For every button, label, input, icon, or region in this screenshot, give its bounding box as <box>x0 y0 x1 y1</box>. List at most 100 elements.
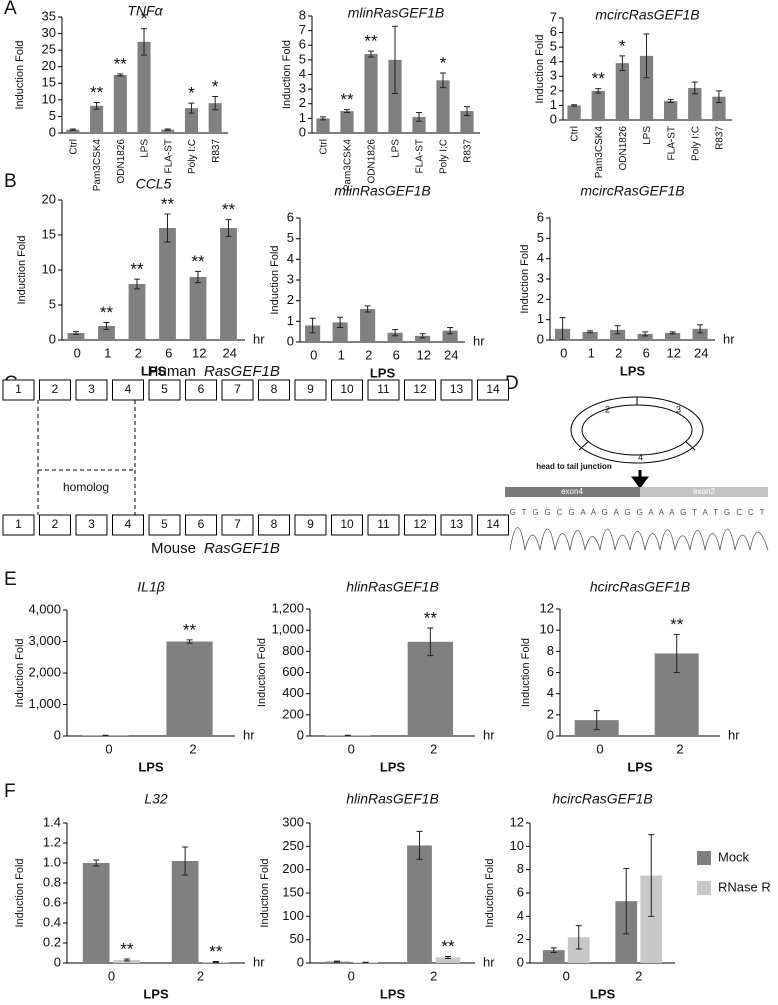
y-tick-label: 6 <box>537 209 544 224</box>
bar <box>332 322 348 342</box>
y-tick-label: 0 <box>537 331 544 346</box>
bar <box>610 329 626 340</box>
x-unit: hr <box>473 333 485 348</box>
error-bar <box>337 316 344 329</box>
bar <box>665 332 681 340</box>
error-bar <box>103 322 110 330</box>
error-bar <box>392 25 399 95</box>
exon-box <box>258 514 290 536</box>
significance: ** <box>222 200 236 219</box>
error-bar <box>643 33 650 79</box>
y-axis-label: Induction Fold <box>256 638 268 707</box>
significance: ** <box>191 252 205 271</box>
bar <box>364 54 378 133</box>
bar <box>220 228 237 340</box>
x-tick-label: R837 <box>463 139 474 163</box>
x-tick-label: 2 <box>430 741 437 756</box>
y-tick-label: 5 <box>49 296 56 311</box>
exon-number: 11 <box>377 382 390 396</box>
bar <box>166 641 213 736</box>
homolog-label: homolog <box>63 480 109 494</box>
exon-box <box>112 514 144 536</box>
species-label: Mouse <box>151 540 196 557</box>
y-tick-label: 8 <box>547 643 554 658</box>
y-tick-label: 35 <box>42 8 56 23</box>
bar <box>98 326 115 340</box>
x-axis-label: LPS <box>138 759 164 774</box>
error-bar <box>123 958 130 962</box>
y-tick-label: 600 <box>282 664 304 679</box>
y-tick-label: 5 <box>287 230 294 245</box>
x-tick-label: LPS <box>642 126 653 145</box>
x-tick-label: Poly I:C <box>690 126 701 161</box>
x-tick-label: R837 <box>715 126 726 150</box>
exon-number: 1 <box>15 382 22 396</box>
x-tick-label: Poly I:C <box>439 139 450 174</box>
error-bar <box>614 325 621 335</box>
x-tick-label: 2 <box>615 345 622 360</box>
x-axis-label: LPS <box>370 365 396 380</box>
exon-number: 10 <box>340 517 354 531</box>
error-bar <box>117 73 124 77</box>
error-bar <box>225 219 232 237</box>
y-tick-label: 4 <box>547 685 554 700</box>
significance: ** <box>183 620 197 639</box>
significance: ** <box>670 615 684 634</box>
y-tick-label: 3,000 <box>28 633 61 648</box>
y-tick-label: 1.2 <box>43 834 61 849</box>
y-tick-label: 200 <box>282 861 304 876</box>
y-tick-label: 50 <box>290 931 304 946</box>
y-tick-label: 6 <box>517 884 524 899</box>
exon-number: 7 <box>234 517 241 531</box>
y-tick-label: 0 <box>517 954 524 969</box>
x-tick-label: 12 <box>667 345 681 360</box>
error-bar <box>364 305 371 313</box>
exon-box <box>221 379 254 401</box>
bar <box>340 111 354 133</box>
y-tick-label: 4 <box>550 53 557 68</box>
y-tick-label: 150 <box>282 884 304 899</box>
y-tick-label: 7 <box>299 22 306 37</box>
bar <box>615 63 630 120</box>
bar <box>82 863 110 963</box>
error-bar <box>182 846 189 876</box>
x-tick-label: Pam3CSK4 <box>343 139 354 192</box>
x-tick-label: Pam3CSK4 <box>92 139 103 192</box>
exon-number: 4 <box>125 382 132 396</box>
legend-label: Mock <box>718 849 750 864</box>
y-tick-label: 2,000 <box>28 664 61 679</box>
error-bar <box>691 81 698 95</box>
x-tick-label: FLA-ST <box>666 126 677 160</box>
significance: ** <box>364 32 378 51</box>
y-tick-label: 8 <box>517 861 524 876</box>
exon-number: 13 <box>450 382 464 396</box>
segment-label: 4 <box>638 452 643 462</box>
x-tick-label: 12 <box>417 347 431 362</box>
bar <box>171 861 199 963</box>
y-tick-label: 5 <box>299 51 306 66</box>
bar <box>305 325 321 342</box>
y-tick-label: 5 <box>550 39 557 54</box>
y-axis-label: Induction Fold <box>16 235 28 304</box>
exon-bar <box>505 487 640 497</box>
x-tick-label: 2 <box>430 968 437 983</box>
y-tick-label: 15 <box>42 226 56 241</box>
exon-box <box>112 379 144 401</box>
bar <box>407 845 432 963</box>
significance: ** <box>424 609 438 628</box>
x-tick-label: 1 <box>338 347 345 362</box>
segment-label: 3 <box>676 404 681 414</box>
x-tick-label: 2 <box>197 968 204 983</box>
y-tick-label: 400 <box>282 685 304 700</box>
y-axis-label: Induction Fold <box>484 858 496 927</box>
bar <box>664 101 678 120</box>
exon-box <box>148 514 181 536</box>
y-tick-label: 0 <box>287 333 294 348</box>
panel-label: A <box>4 0 17 19</box>
error-bar <box>447 327 454 335</box>
bar <box>567 937 590 963</box>
y-tick-label: 7 <box>550 9 557 24</box>
chart-title: mlinRasGEF1B <box>334 183 430 199</box>
exon-box <box>294 379 327 401</box>
y-tick-label: 10 <box>42 91 56 106</box>
